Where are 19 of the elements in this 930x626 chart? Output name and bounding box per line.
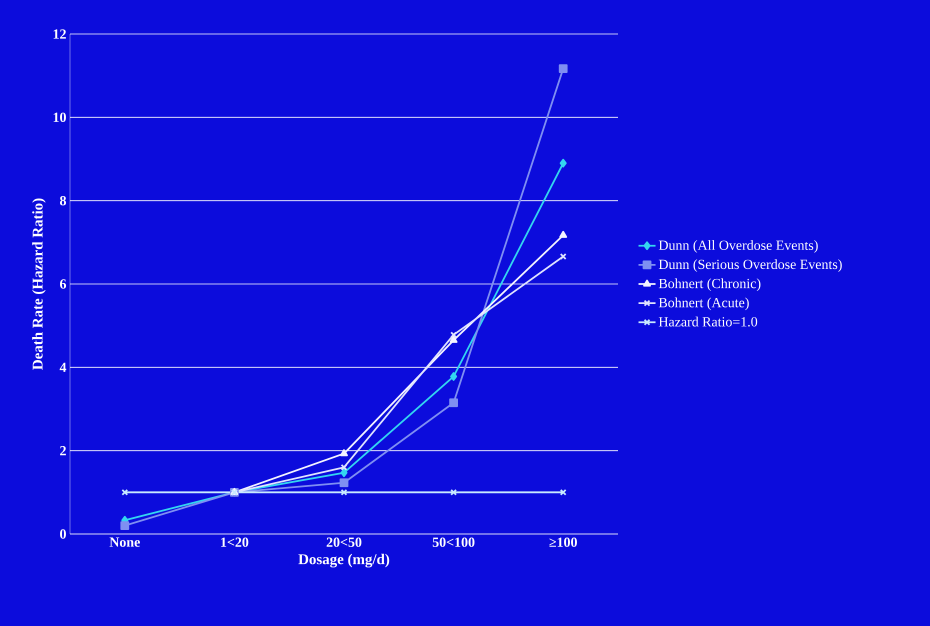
legend-label: Hazard Ratio=1.0 <box>658 316 758 327</box>
x-tick-label: ≥100 <box>549 538 577 547</box>
legend-label: Dunn (Serious Overdose Events) <box>658 259 842 272</box>
y-tick-label: 2 <box>60 446 66 456</box>
y-tick-label: 8 <box>60 196 66 206</box>
y-tick-label: 4 <box>60 362 66 372</box>
x-tick-label: 20<50 <box>326 538 362 547</box>
x-tick-label: 1<20 <box>221 538 248 547</box>
x-axis-title: Dosage (mg/d) <box>298 554 390 568</box>
y-axis-title: Death Rate (Hazard Ratio) <box>32 198 46 370</box>
legend-label: Bohnert (Chronic) <box>658 278 760 292</box>
y-tick-label: 6 <box>60 279 66 289</box>
x-tick-label: 50<100 <box>432 538 474 547</box>
y-tick-label: 10 <box>54 112 66 122</box>
x-tick-label: None <box>110 538 140 547</box>
y-tick-label: 0 <box>60 529 66 539</box>
legend-label: Dunn (All Overdose Events) <box>658 240 818 253</box>
legend-label: Bohnert (Acute) <box>658 298 749 310</box>
y-tick-label: 12 <box>54 29 66 39</box>
